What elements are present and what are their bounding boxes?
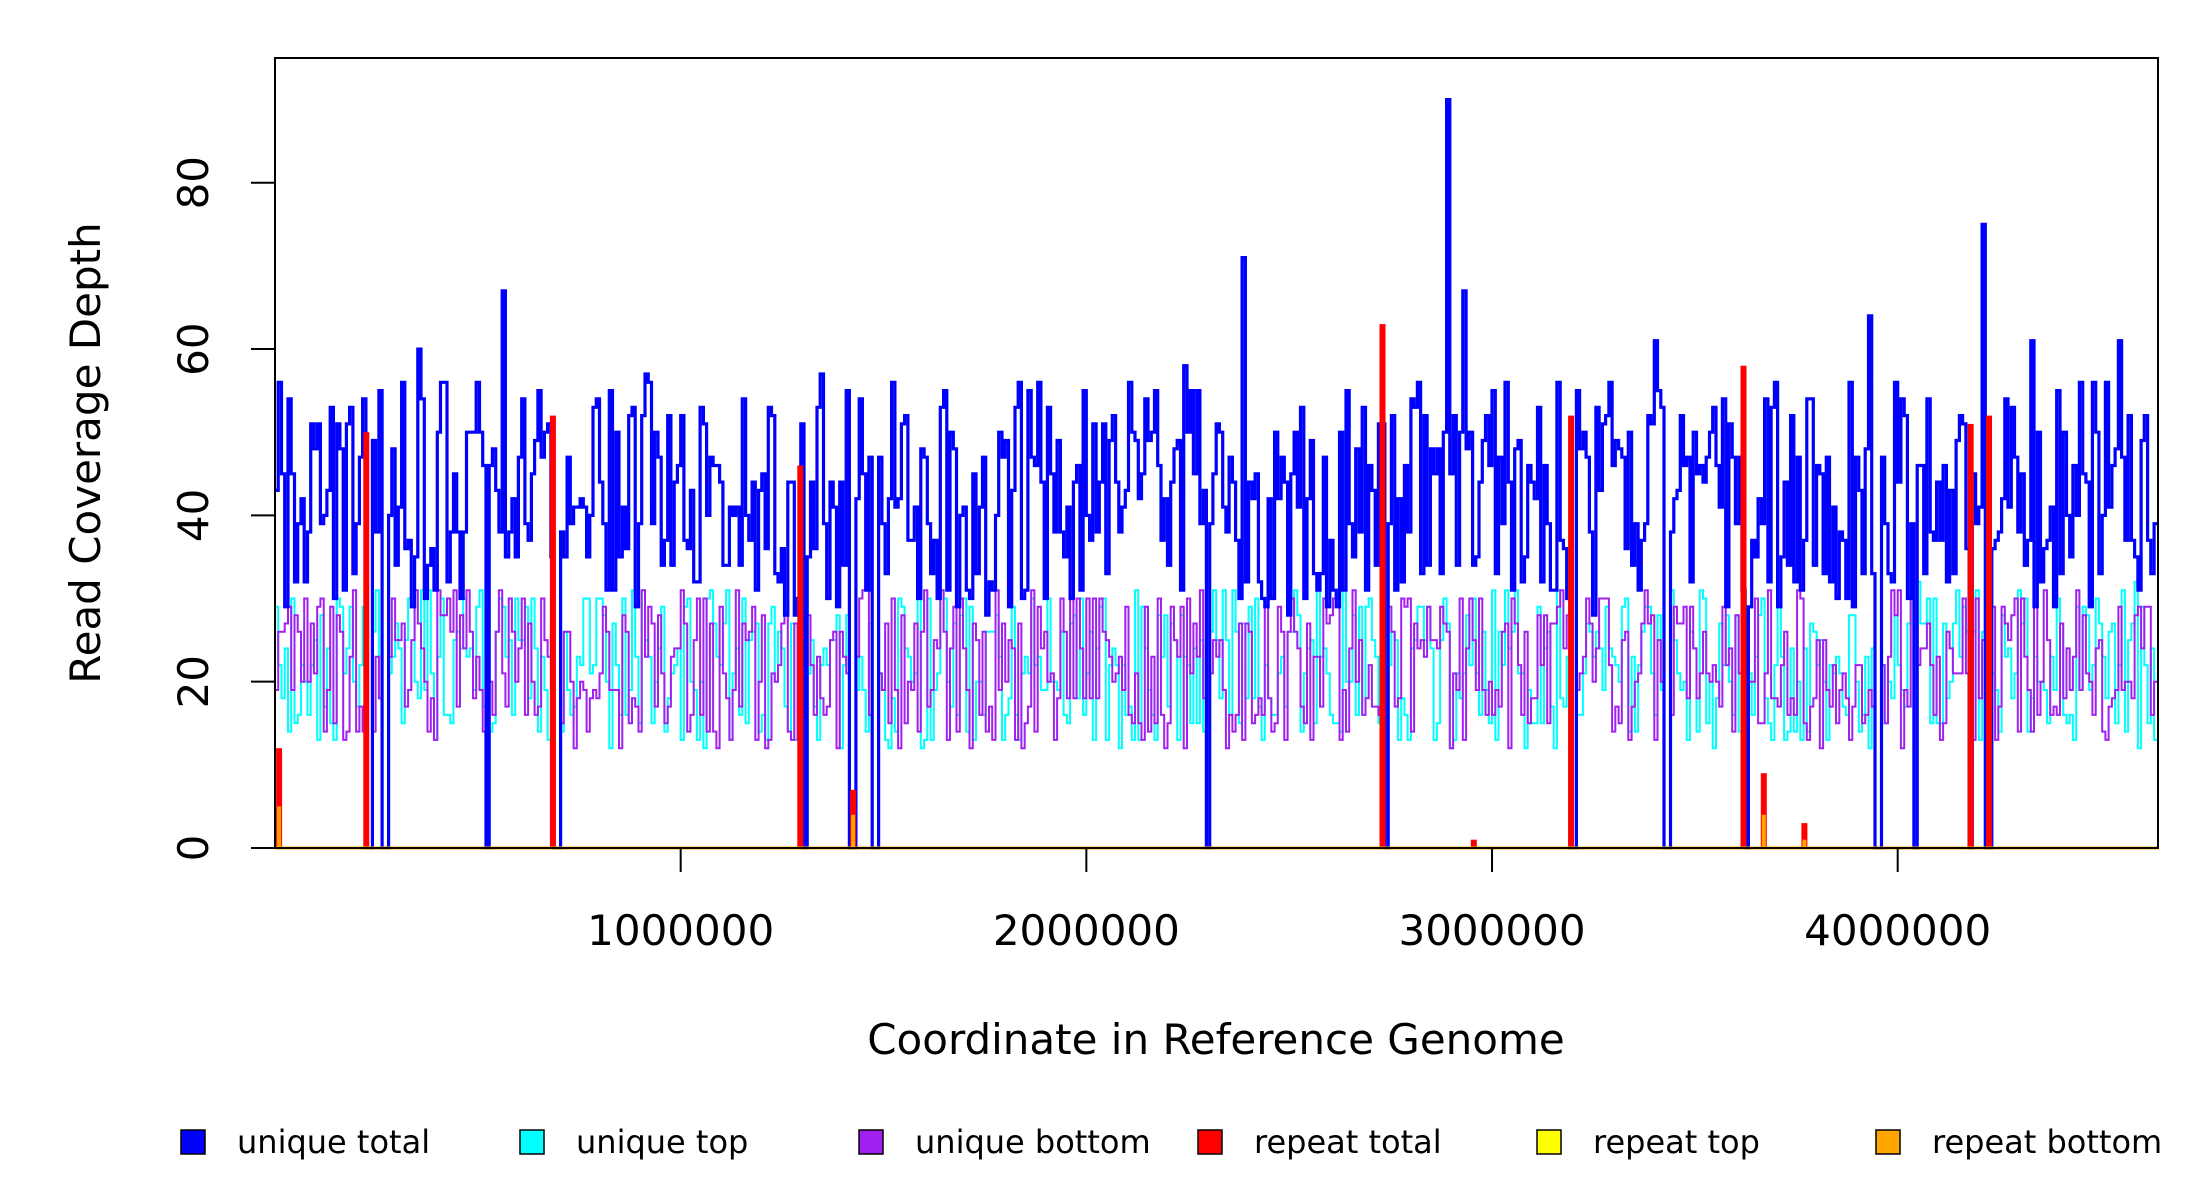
x-axis: 1000000 2000000 3000000 4000000 (587, 848, 1991, 955)
repeat-bottom-spike (1802, 839, 1807, 848)
legend-swatch (1197, 1129, 1223, 1155)
legend-label: repeat bottom (1932, 1123, 2162, 1161)
series-line-unique-total (275, 98, 2158, 850)
legend-swatch (180, 1129, 206, 1155)
repeat-bottom-spike (1761, 814, 1766, 848)
plot-area (275, 98, 2158, 850)
x-tick-label: 2000000 (993, 906, 1180, 955)
repeat-total-spike (1760, 773, 1767, 848)
legend-label: repeat total (1254, 1123, 1442, 1161)
legend-swatch (519, 1129, 545, 1155)
y-tick-label: 80 (169, 156, 218, 209)
repeat-total-spike (276, 748, 283, 848)
y-tick-label: 40 (169, 489, 218, 542)
plot-frame (274, 57, 2159, 849)
y-tick-label: 0 (169, 835, 218, 862)
legend-swatch (858, 1129, 884, 1155)
y-axis-title: Read Coverage Depth (61, 222, 110, 683)
repeat-total-spike (363, 432, 370, 848)
y-axis: 0 20 40 60 80 (169, 156, 275, 861)
x-axis-title: Coordinate in Reference Genome (867, 1015, 1565, 1064)
legend-label: unique bottom (915, 1123, 1151, 1161)
legend-label: unique total (237, 1123, 430, 1161)
legend-label: repeat top (1593, 1123, 1760, 1161)
repeat-total-spike (1568, 415, 1575, 848)
repeat-total-spike (1379, 324, 1386, 849)
legend-swatch (1536, 1129, 1562, 1155)
repeat-total-spike (1801, 823, 1808, 848)
repeat-bottom-spike (277, 806, 282, 848)
x-tick-label: 1000000 (587, 906, 774, 955)
repeat-total-spike (1740, 365, 1747, 848)
repeat-total-spike (1470, 839, 1477, 848)
legend-label: unique top (576, 1123, 748, 1161)
repeat-total-spike (1986, 415, 1992, 848)
repeat-bottom-spike (851, 814, 856, 848)
legend: unique total unique top unique bottom repea… (180, 1123, 2162, 1161)
repeat-total-spike (1967, 423, 1974, 848)
x-tick-label: 4000000 (1804, 906, 1991, 955)
repeat-total-spike (549, 415, 556, 848)
y-tick-label: 20 (169, 655, 218, 708)
repeat-total-spike (797, 465, 804, 848)
y-tick-label: 60 (169, 322, 218, 375)
legend-swatch (1875, 1129, 1901, 1155)
x-tick-label: 3000000 (1398, 906, 1585, 955)
